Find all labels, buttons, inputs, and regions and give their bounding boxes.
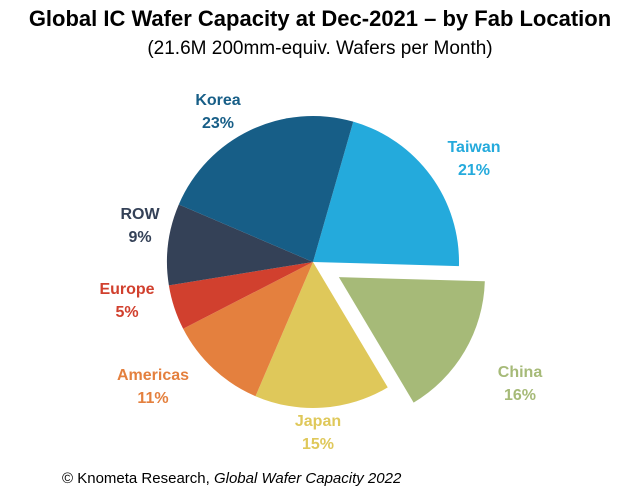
value-label-japan: 15% [302, 436, 334, 453]
source-note: © Knometa Research, Global Wafer Capacit… [62, 470, 401, 487]
value-label-row: 9% [128, 229, 151, 246]
slice-label-japan: Japan [295, 413, 341, 430]
source-publication: Global Wafer Capacity 2022 [213, 470, 402, 487]
pie-slice-americas [183, 262, 313, 397]
pie-slice-taiwan [313, 121, 459, 267]
slice-label-taiwan: Taiwan [447, 139, 500, 156]
value-label-china: 16% [504, 387, 536, 404]
pie-slice-europe [168, 262, 313, 329]
value-label-europe: 5% [115, 304, 138, 321]
chart-subtitle: (21.6M 200mm-equiv. Wafers per Month) [147, 38, 493, 59]
pie-slice-china [338, 277, 485, 403]
slice-label-americas: Americas [117, 367, 189, 384]
pie-slice-korea [178, 116, 354, 262]
slice-label-row: ROW [120, 206, 160, 223]
value-label-americas: 11% [137, 390, 168, 407]
slice-label-korea: Korea [195, 92, 240, 109]
pie-slice-row [166, 204, 313, 286]
value-label-korea: 23% [202, 115, 234, 132]
pie-slice-japan [255, 262, 388, 408]
slice-label-europe: Europe [99, 281, 154, 298]
value-label-taiwan: 21% [458, 162, 490, 179]
chart-title: Global IC Wafer Capacity at Dec-2021 – b… [28, 6, 612, 31]
slice-label-china: China [498, 364, 543, 381]
source-prefix: © Knometa Research, [62, 470, 214, 487]
